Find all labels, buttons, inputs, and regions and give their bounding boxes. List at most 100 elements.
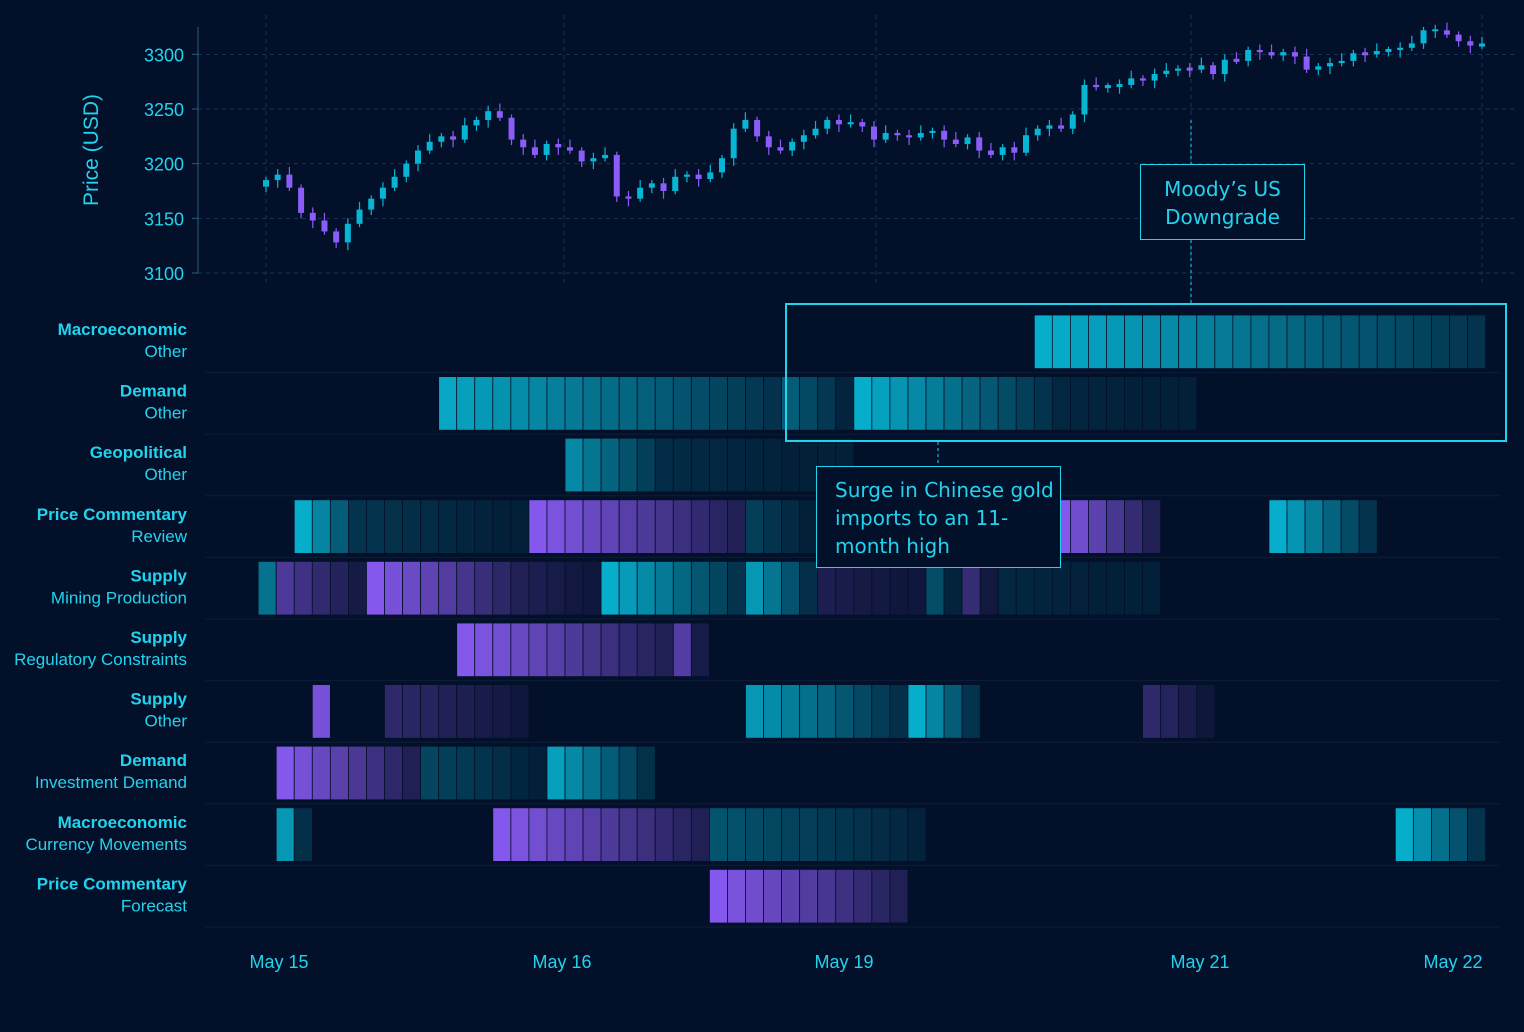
- candle-body: [789, 141, 796, 151]
- heatmap-cell: [1051, 314, 1071, 369]
- heatmap-cell: [835, 869, 855, 924]
- y-tick-label: 3150: [144, 209, 184, 229]
- category-label-top: Supply: [130, 566, 187, 585]
- heatmap-cell: [347, 561, 367, 616]
- candle-body: [742, 119, 749, 129]
- heatmap-cell: [781, 807, 801, 862]
- candle-body: [1151, 74, 1158, 81]
- heatmap-cell: [600, 376, 620, 431]
- candle-body: [660, 183, 667, 191]
- heatmap-cell: [1088, 376, 1107, 431]
- heatmap-cell: [925, 376, 945, 431]
- heatmap-cell: [727, 561, 746, 616]
- candle-body: [555, 143, 562, 148]
- heatmap-cell: [763, 869, 782, 924]
- heatmap-cell: [275, 745, 295, 801]
- heatmap-cell: [799, 437, 819, 493]
- heatmap-cell: [781, 869, 801, 924]
- candle-body: [824, 119, 831, 129]
- heatmap-cell: [1051, 376, 1071, 431]
- candle-body: [1046, 125, 1053, 129]
- heatmap-cell: [907, 684, 927, 739]
- heatmap-cell: [907, 376, 927, 431]
- candle-body: [648, 183, 655, 188]
- category-label-top: Supply: [130, 690, 187, 709]
- heatmap-cell: [817, 561, 837, 616]
- candle-body: [1256, 49, 1263, 53]
- heatmap-cell: [907, 561, 927, 616]
- heatmap-cell: [943, 561, 963, 616]
- heatmap-cell: [366, 499, 385, 554]
- heatmap-cell: [1142, 314, 1162, 369]
- candle-body: [321, 220, 328, 232]
- heatmap-cell: [1394, 314, 1414, 369]
- heatmap-cell: [402, 561, 421, 616]
- heatmap-cell: [329, 499, 349, 554]
- heatmap-cell: [799, 869, 819, 924]
- heatmap-cell: [564, 807, 584, 862]
- candle-body: [461, 125, 468, 140]
- heatmap-cell: [835, 376, 855, 431]
- heatmap-cell: [997, 561, 1017, 616]
- heatmap-cell: [311, 561, 331, 616]
- heatmap-cell: [1070, 376, 1089, 431]
- heatmap-cell: [1015, 561, 1035, 616]
- heatmap-cell: [889, 561, 909, 616]
- candle-body: [683, 174, 690, 177]
- heatmap-cell: [817, 869, 837, 924]
- candle-body: [754, 119, 761, 137]
- candle-body: [263, 180, 269, 187]
- heatmap-cell: [456, 745, 476, 801]
- heatmap-cell: [709, 499, 728, 554]
- heatmap-cell: [366, 561, 385, 616]
- heatmap-cell: [420, 684, 440, 739]
- heatmap-cell: [492, 745, 512, 801]
- heatmap-cell: [1322, 499, 1342, 554]
- heatmap-cell: [456, 499, 476, 554]
- candle-body: [1350, 53, 1357, 61]
- heatmap-cell: [1196, 684, 1216, 739]
- heatmap-cell: [275, 561, 295, 616]
- price-gridlines: [198, 15, 1515, 282]
- heatmap-cell: [745, 684, 764, 739]
- heatmap-cell: [492, 499, 512, 554]
- heatmap-cell: [474, 684, 494, 739]
- heatmap-cell: [672, 807, 692, 862]
- heatmap-cell: [618, 437, 638, 493]
- heatmap-cell: [690, 437, 710, 493]
- heatmap-cell: [402, 499, 421, 554]
- heatmap-cell: [1178, 684, 1198, 739]
- candle-body: [1011, 147, 1018, 153]
- heatmap-cell: [727, 499, 746, 554]
- heatmap-cell: [871, 376, 891, 431]
- heatmap-cell: [961, 684, 981, 739]
- candle-body: [941, 130, 948, 140]
- candle-body: [274, 174, 281, 181]
- heatmap-cell: [636, 499, 656, 554]
- heatmap-cell: [781, 561, 801, 616]
- candle-body: [1303, 56, 1310, 70]
- candle-body: [543, 143, 550, 155]
- candle-body: [1186, 67, 1193, 71]
- heatmap-cell: [799, 684, 819, 739]
- heatmap-cell: [510, 561, 530, 616]
- candle-body: [1023, 135, 1029, 153]
- candle-body: [333, 231, 340, 243]
- heatmap-cell: [510, 499, 530, 554]
- category-labels: Macroeconomic Other Demand Other Geopolitica…: [14, 320, 188, 915]
- candle-body: [812, 128, 819, 136]
- heatmap-cell: [257, 561, 277, 616]
- heatmap-cell: [781, 684, 801, 739]
- heatmap-cell: [763, 499, 782, 554]
- heatmap-cell: [1340, 314, 1360, 369]
- heatmap-cell: [474, 561, 494, 616]
- heatmap-cell: [564, 622, 584, 677]
- heatmap-cell: [384, 499, 403, 554]
- heatmap-cell: [582, 437, 602, 493]
- heatmap-cell: [1449, 807, 1468, 862]
- candle-body: [1443, 30, 1450, 35]
- x-axis: May 15 May 16 May 19 May 21 May 22: [249, 952, 1482, 972]
- candle-body: [1081, 84, 1088, 115]
- candle-body: [438, 136, 445, 142]
- candle-body: [800, 135, 807, 142]
